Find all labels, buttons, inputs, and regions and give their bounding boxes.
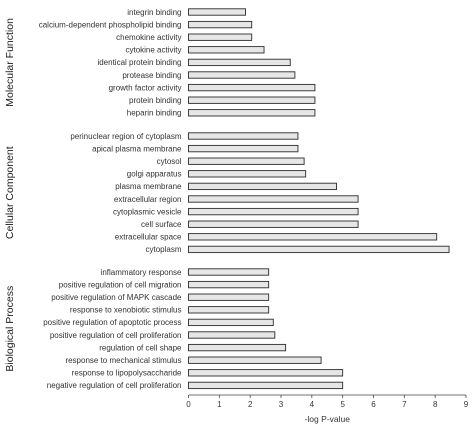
category-label-perinuclear-region-of-cytoplasm: perinuclear region of cytoplasm bbox=[70, 132, 182, 141]
bar-response-to-mechanical-stimulus bbox=[188, 356, 322, 364]
bar-positive-regulation-of-apoptotic-process bbox=[188, 318, 274, 327]
group-titles-layer: Molecular Function Cellular Component Biol… bbox=[4, 18, 16, 372]
category-label-heparin-binding: heparin binding bbox=[127, 109, 182, 118]
x-axis-ticks-layer: 0 1 2 3 4 5 6 7 8 9 bbox=[186, 395, 469, 409]
bar-integrin-binding bbox=[188, 8, 246, 16]
bar-regulation-of-cell-shape bbox=[188, 343, 287, 352]
bar-negative-regulation-of-cell-proliferation bbox=[188, 381, 344, 390]
category-label-positive-regulation-of-cell-proliferation: positive regulation of cell proliferatio… bbox=[50, 331, 182, 340]
bar-heparin-binding bbox=[188, 109, 316, 117]
category-label-protease-binding: protease binding bbox=[122, 71, 181, 80]
category-label-extracellular-space: extracellular space bbox=[115, 233, 182, 242]
category-label-calcium-dependent-phospholipid-binding: calcium-dependent phospholipid binding bbox=[39, 20, 182, 29]
category-label-regulation-of-cell-shape: regulation of cell shape bbox=[99, 343, 182, 352]
category-label-positive-regulation-of-apoptotic-process: positive regulation of apoptotic process bbox=[43, 318, 181, 327]
bar-extracellular-space bbox=[188, 233, 438, 241]
bar-calcium-dependent-phospholipid-binding bbox=[188, 20, 253, 29]
category-label-response-to-mechanical-stimulus: response to mechanical stimulus bbox=[65, 356, 181, 365]
x-tick-label-5: 5 bbox=[340, 400, 345, 409]
bars-layer bbox=[188, 8, 450, 390]
bar-perinuclear-region-of-cytoplasm bbox=[188, 132, 299, 140]
group-title-cellular-component: Cellular Component bbox=[4, 146, 16, 239]
x-axis-title: -log P-value bbox=[305, 414, 351, 424]
x-tick-label-0: 0 bbox=[186, 400, 191, 409]
x-tick-label-6: 6 bbox=[371, 400, 376, 409]
category-label-cytokine-activity: cytokine activity bbox=[125, 46, 181, 55]
x-tick-label-4: 4 bbox=[310, 400, 315, 409]
group-title-biological-process: Biological Process bbox=[4, 286, 16, 372]
category-label-protein-binding: protein binding bbox=[129, 96, 181, 105]
bar-positive-regulation-of-cell-proliferation bbox=[188, 331, 276, 339]
bar-apical-plasma-membrane bbox=[188, 144, 299, 153]
category-label-integrin-binding: integrin binding bbox=[127, 8, 181, 17]
category-label-identical-protein-binding: identical protein binding bbox=[97, 58, 181, 67]
x-tick-label-1: 1 bbox=[217, 400, 222, 409]
bar-positive-regulation-of-cell-migration bbox=[188, 280, 270, 289]
bar-cytosol bbox=[188, 157, 305, 165]
x-tick-label-2: 2 bbox=[248, 400, 253, 409]
bar-golgi-apparatus bbox=[188, 170, 307, 178]
category-label-response-to-xenobiotic-stimulus: response to xenobiotic stimulus bbox=[70, 306, 182, 315]
category-label-cytoplasmic-vesicle: cytoplasmic vesicle bbox=[113, 207, 182, 216]
category-label-inflammatory-response: inflammatory response bbox=[101, 268, 182, 277]
bar-protease-binding bbox=[188, 71, 296, 79]
category-label-growth-factor-activity: growth factor activity bbox=[109, 83, 182, 92]
x-tick-label-9: 9 bbox=[464, 400, 469, 409]
bar-positive-regulation-of-mapk-cascade bbox=[188, 293, 270, 301]
bar-growth-factor-activity bbox=[188, 83, 316, 92]
category-label-plasma-membrane: plasma membrane bbox=[115, 182, 182, 191]
category-label-chemokine-activity: chemokine activity bbox=[116, 33, 181, 42]
x-tick-label-3: 3 bbox=[279, 400, 284, 409]
bar-inflammatory-response bbox=[188, 268, 270, 276]
bar-response-to-lipopolysaccharide bbox=[188, 369, 344, 377]
bar-protein-binding bbox=[188, 96, 316, 104]
category-label-positive-regulation-of-mapk-cascade: positive regulation of MAPK cascade bbox=[51, 293, 182, 302]
bar-identical-protein-binding bbox=[188, 58, 291, 67]
bar-response-to-xenobiotic-stimulus bbox=[188, 306, 270, 314]
bar-chemokine-activity bbox=[188, 33, 253, 41]
category-label-cell-surface: cell surface bbox=[141, 220, 182, 229]
group-title-molecular-function: Molecular Function bbox=[4, 18, 16, 107]
category-label-positive-regulation-of-cell-migration: positive regulation of cell migration bbox=[59, 280, 182, 289]
x-tick-label-8: 8 bbox=[433, 400, 438, 409]
bar-plasma-membrane bbox=[188, 182, 337, 191]
category-label-golgi-apparatus: golgi apparatus bbox=[127, 170, 182, 179]
category-label-extracellular-region: extracellular region bbox=[114, 195, 182, 204]
bar-cytoplasmic-vesicle bbox=[188, 207, 359, 216]
bar-extracellular-region bbox=[188, 195, 359, 203]
bar-cytokine-activity bbox=[188, 46, 265, 54]
category-label-response-to-lipopolysaccharide: response to lipopolysaccharide bbox=[72, 369, 182, 378]
category-label-apical-plasma-membrane: apical plasma membrane bbox=[92, 144, 182, 153]
bar-cytoplasm bbox=[188, 245, 450, 254]
category-labels-layer: integrin binding calcium-dependent phosph… bbox=[39, 8, 182, 390]
category-label-cytoplasm: cytoplasm bbox=[145, 245, 181, 254]
category-label-cytosol: cytosol bbox=[157, 157, 182, 166]
x-tick-label-7: 7 bbox=[402, 400, 407, 409]
category-label-negative-regulation-of-cell-proliferation: negative regulation of cell proliferatio… bbox=[47, 381, 182, 390]
bar-cell-surface bbox=[188, 220, 359, 228]
